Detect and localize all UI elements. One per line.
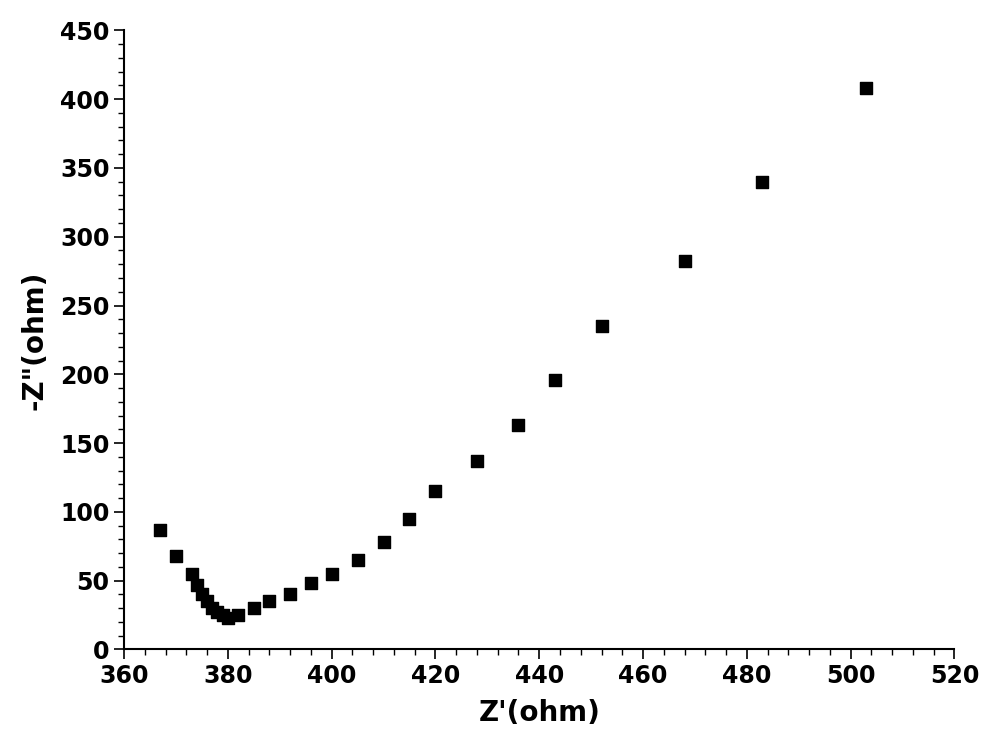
Point (677, 256, 693, 268)
Point (303, 577, 319, 589)
Point (199, 595, 215, 607)
Point (282, 589, 298, 601)
Point (168, 550, 184, 562)
Point (261, 595, 277, 607)
Point (189, 579, 205, 591)
Point (594, 320, 610, 332)
Point (184, 568, 200, 580)
Point (350, 554, 366, 566)
Point (547, 374, 563, 386)
Point (401, 513, 417, 525)
Point (230, 609, 246, 621)
Point (376, 536, 392, 548)
Point (194, 589, 210, 601)
Point (469, 455, 485, 467)
Point (858, 82, 874, 94)
Point (209, 607, 225, 619)
Y-axis label: -Z"(ohm): -Z"(ohm) (21, 270, 49, 410)
Point (510, 419, 526, 431)
Point (427, 485, 443, 497)
X-axis label: Z'(ohm): Z'(ohm) (478, 699, 600, 727)
Point (215, 609, 231, 621)
Point (152, 524, 168, 536)
Point (246, 602, 262, 614)
Point (220, 612, 236, 624)
Point (204, 602, 220, 614)
Point (754, 176, 770, 188)
Point (324, 568, 340, 580)
